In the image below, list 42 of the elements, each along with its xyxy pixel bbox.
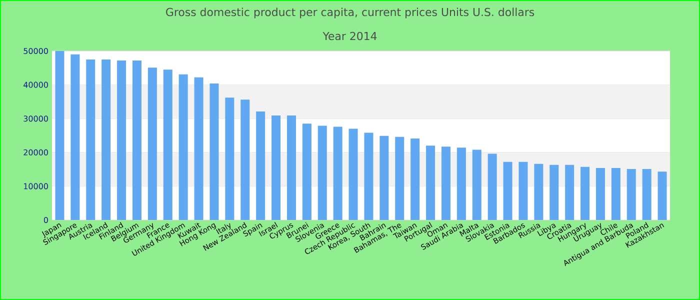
bar (148, 68, 157, 220)
bar (86, 59, 96, 220)
bar (117, 60, 126, 220)
bar (550, 164, 559, 220)
bar (503, 162, 512, 220)
bar (102, 59, 111, 220)
bar (70, 54, 80, 220)
bar (364, 132, 374, 220)
bar (194, 77, 204, 220)
bar (642, 168, 652, 220)
bar (456, 148, 466, 220)
bar (318, 126, 327, 220)
bar (256, 112, 266, 220)
bar (163, 70, 172, 220)
bar (565, 164, 574, 220)
bar (488, 154, 497, 220)
bar (596, 168, 605, 220)
bar (395, 136, 404, 220)
bar (348, 128, 358, 220)
bar (380, 136, 389, 220)
bar (580, 166, 590, 220)
bar (302, 124, 312, 220)
bar (272, 116, 281, 220)
bar (55, 51, 64, 220)
bar (534, 164, 544, 220)
bar (286, 116, 296, 220)
bar (333, 126, 342, 220)
bar (472, 150, 482, 220)
bar (210, 83, 219, 220)
bar (410, 138, 420, 220)
bar (518, 162, 528, 220)
bar (240, 100, 250, 220)
bar (132, 60, 142, 220)
bar (225, 98, 234, 220)
chart-subtitle: Year 2014 (322, 32, 377, 40)
bar (426, 146, 436, 220)
bar (611, 168, 620, 220)
bar (441, 146, 450, 220)
bar (658, 172, 667, 220)
bar (178, 74, 188, 220)
bar (626, 168, 636, 220)
chart-title: Gross domestic product per capita, current prices Units U.S. dollars (166, 8, 534, 18)
